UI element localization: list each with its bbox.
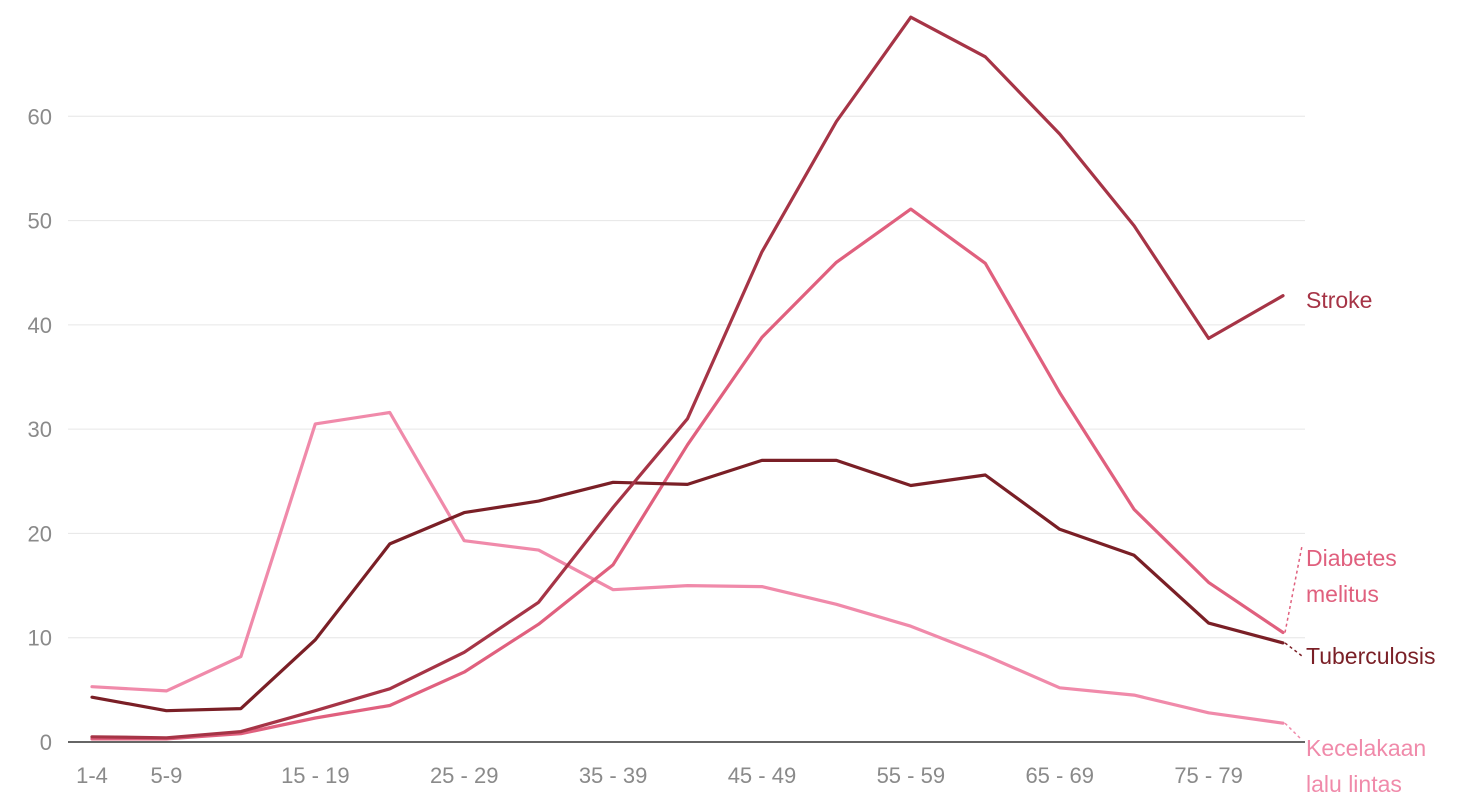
label-leader (1284, 545, 1303, 633)
series-lines (90, 15, 1285, 741)
series-line-stroke (90, 15, 1285, 740)
y-tick-label: 20 (28, 521, 52, 546)
x-tick-label: 35 - 39 (579, 763, 648, 788)
series-label: Stroke (1306, 287, 1372, 313)
y-tick-label: 60 (28, 104, 52, 129)
x-tick-label: 1-4 (76, 763, 108, 788)
series-label: Kecelakaan (1306, 735, 1426, 761)
series-line-tuberculosis (90, 458, 1285, 713)
y-tick-label: 40 (28, 313, 52, 338)
x-tick-label: 25 - 29 (430, 763, 499, 788)
x-tick-label: 55 - 59 (877, 763, 946, 788)
series-label: Diabetes (1306, 545, 1397, 571)
x-tick-label: 75 - 79 (1174, 763, 1243, 788)
gridlines (68, 115, 1305, 639)
x-tick-label: 15 - 19 (281, 763, 350, 788)
label-leader (1284, 722, 1303, 741)
y-tick-label: 10 (28, 626, 52, 651)
label-leader (1284, 642, 1303, 657)
x-axis: 1-4 5-9 15 - 19 25 - 29 35 - 39 45 - 49 55 - 5… (68, 741, 1305, 788)
y-tick-label: 0 (40, 730, 52, 755)
x-tick-label: 5-9 (151, 763, 183, 788)
series-label: lalu lintas (1306, 771, 1402, 797)
series-line-kecelakaan-lalu-lintas (90, 410, 1285, 725)
x-tick-label: 65 - 69 (1025, 763, 1094, 788)
series-labels: Stroke Diabetes melitus Tuberculosis Kecelak… (1284, 287, 1436, 797)
y-tick-label: 50 (28, 209, 52, 234)
series-label: melitus (1306, 581, 1379, 607)
series-line-diabetes-melitus (90, 207, 1285, 741)
y-tick-label: 30 (28, 417, 52, 442)
x-tick-label: 45 - 49 (728, 763, 797, 788)
series-label: Tuberculosis (1306, 643, 1436, 669)
y-axis: 0 10 20 30 40 50 60 (28, 104, 52, 755)
